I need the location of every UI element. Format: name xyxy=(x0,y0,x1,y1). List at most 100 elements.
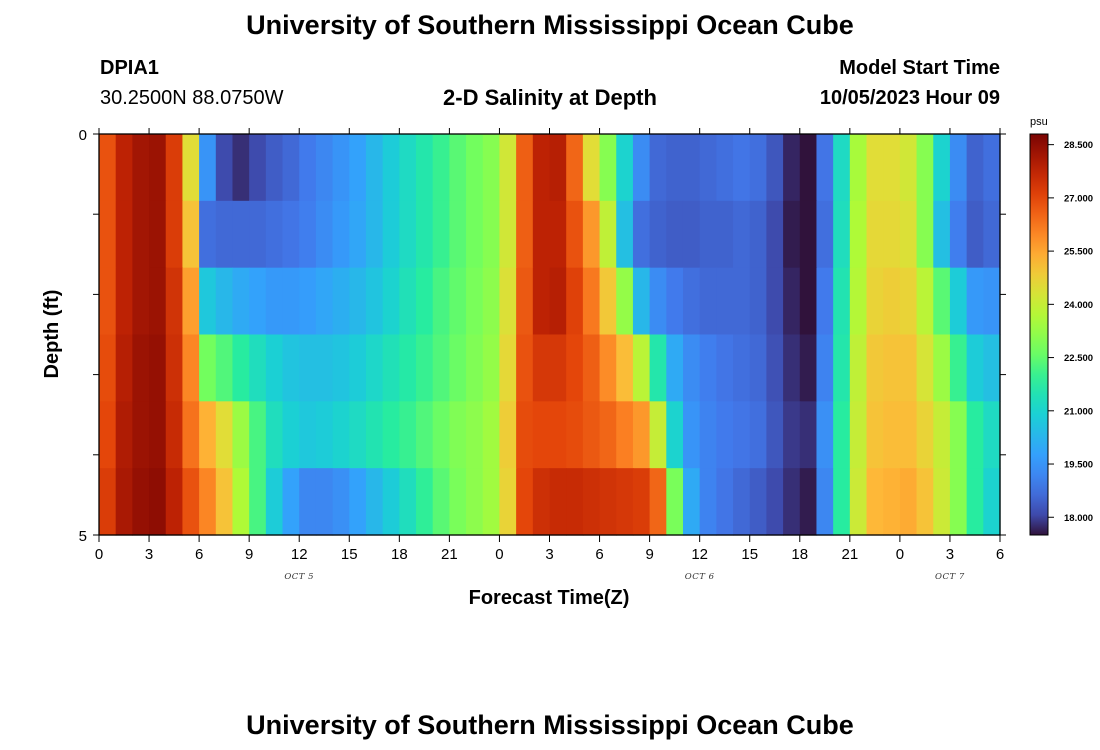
heatmap-cell xyxy=(983,334,1001,402)
heatmap-cell xyxy=(199,134,217,202)
heatmap-cell xyxy=(232,134,250,202)
heatmap-cell xyxy=(466,334,484,402)
x-tick-label: 9 xyxy=(645,546,653,563)
heatmap-cell xyxy=(382,267,400,336)
heatmap-cell xyxy=(215,267,234,336)
heatmap-cell xyxy=(332,134,350,202)
heatmap-cell xyxy=(666,334,684,402)
heatmap-cell xyxy=(349,200,367,269)
heatmap-cell xyxy=(799,468,818,536)
heatmap-cell xyxy=(916,334,934,402)
heatmap-cell xyxy=(249,134,267,202)
heatmap-cell xyxy=(299,401,317,469)
heatmap-cell xyxy=(482,401,501,469)
heatmap-cell xyxy=(516,468,534,536)
heatmap-cell xyxy=(99,468,117,536)
heatmap-cell xyxy=(733,200,751,269)
heatmap-cell xyxy=(132,267,150,336)
heatmap-cell xyxy=(566,334,584,402)
heatmap-cell xyxy=(532,267,551,336)
heatmap-cell xyxy=(549,334,567,402)
heatmap-cell xyxy=(816,468,834,536)
colorbar-tick-label: 22.500 xyxy=(1064,353,1093,364)
heatmap-cell xyxy=(783,401,801,469)
heatmap-cell xyxy=(733,468,751,536)
heatmap-cell xyxy=(682,200,701,269)
heatmap-cell xyxy=(482,267,501,336)
heatmap-cell xyxy=(199,200,217,269)
heatmap-cell xyxy=(699,401,717,469)
heatmap-cell xyxy=(649,401,667,469)
heatmap-cell xyxy=(449,401,467,469)
heatmap-cell xyxy=(566,401,584,469)
heatmap-cell xyxy=(516,267,534,336)
heatmap-cell xyxy=(983,134,1001,202)
heatmap-cell xyxy=(749,200,768,269)
heatmap-cell xyxy=(482,468,501,536)
heatmap-cell xyxy=(249,267,267,336)
heatmap-cell xyxy=(933,468,951,536)
heatmap-cell xyxy=(399,468,417,536)
heatmap-cell xyxy=(332,468,350,536)
heatmap-cell xyxy=(766,334,784,402)
heatmap-cell xyxy=(416,334,434,402)
heatmap-cell xyxy=(466,401,484,469)
heatmap-cell xyxy=(149,200,167,269)
heatmap-cell xyxy=(649,468,667,536)
heatmap-cell xyxy=(883,267,901,336)
heatmap-cell xyxy=(99,401,117,469)
heatmap-cell xyxy=(749,334,768,402)
heatmap-cell xyxy=(349,401,367,469)
heatmap-cell xyxy=(549,134,567,202)
heatmap-cell xyxy=(549,200,567,269)
heatmap-cell xyxy=(365,401,384,469)
heatmap-cell xyxy=(349,267,367,336)
heatmap-cell xyxy=(182,134,200,202)
heatmap-cell xyxy=(265,267,284,336)
heatmap-cell xyxy=(215,468,234,536)
heatmap-cell xyxy=(682,267,701,336)
heatmap-cell xyxy=(549,468,567,536)
heatmap-cell xyxy=(199,468,217,536)
x-tick-label: 6 xyxy=(595,546,603,563)
heatmap-cell xyxy=(666,468,684,536)
heatmap-cell xyxy=(232,401,250,469)
heatmap-cell xyxy=(282,267,300,336)
heatmap-cell xyxy=(849,401,868,469)
heatmap-cell xyxy=(466,200,484,269)
heatmap-cell xyxy=(616,134,634,202)
heatmap-cell xyxy=(115,134,133,202)
heatmap-cell xyxy=(165,334,184,402)
heatmap-cell xyxy=(265,200,284,269)
heatmap-cell xyxy=(232,468,250,536)
heatmap-cell xyxy=(232,200,250,269)
colorbar-tick-label: 24.000 xyxy=(1064,300,1093,311)
heatmap-cell xyxy=(132,334,150,402)
heatmap-cell xyxy=(866,468,884,536)
heatmap-cell xyxy=(499,468,517,536)
heatmap-cell xyxy=(115,401,133,469)
heatmap-cell xyxy=(399,200,417,269)
heatmap-cell xyxy=(933,200,951,269)
heatmap-cell xyxy=(799,200,818,269)
heatmap-cell xyxy=(282,134,300,202)
heatmap-cell xyxy=(833,200,851,269)
x-tick-label: 12 xyxy=(291,546,308,563)
heatmap-cell xyxy=(265,134,284,202)
heatmap-cell xyxy=(365,134,384,202)
colorbar-units: psu xyxy=(1030,116,1048,128)
heatmap-cell xyxy=(165,267,184,336)
heatmap-cell xyxy=(416,200,434,269)
heatmap-cell xyxy=(549,401,567,469)
heatmap-cell xyxy=(733,134,751,202)
colorbar-ticks: 28.500 27.000 25.500 24.000 22.500 21.000 19.5… xyxy=(1048,140,1093,524)
heatmap-cell xyxy=(799,401,818,469)
heatmap-cell xyxy=(883,334,901,402)
heatmap-cell xyxy=(432,134,450,202)
heatmap-cell xyxy=(649,200,667,269)
heatmap-cell xyxy=(649,134,667,202)
heatmap-cell xyxy=(949,267,968,336)
heatmap-cell xyxy=(849,134,868,202)
x-tick-label: 3 xyxy=(145,546,153,563)
